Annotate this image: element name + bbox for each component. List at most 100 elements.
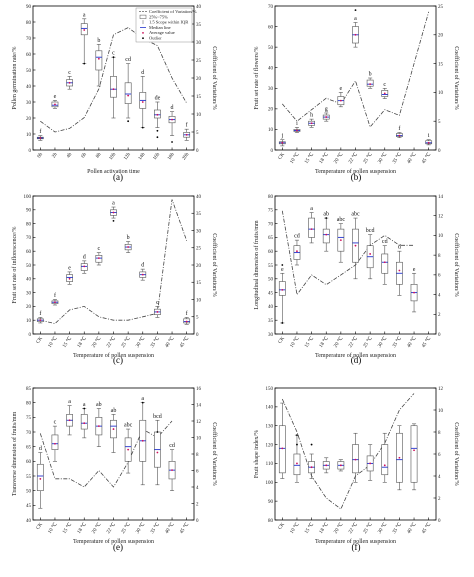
y2-tick-label: 12: [438, 387, 444, 392]
y-tick-label: 40: [26, 278, 32, 283]
legend-entry: 1.5 Scope within IQR: [149, 20, 188, 25]
x-tick-label: 20 ℃: [333, 151, 345, 164]
y-tick-label: 30: [26, 291, 32, 296]
box-mean-point: [413, 449, 415, 452]
box-iqr: [124, 82, 132, 104]
box-mean-point: [427, 141, 430, 144]
y2-tick-label: 0: [438, 333, 441, 338]
y-tick-label: 55: [268, 264, 274, 269]
panel-label: (a): [113, 172, 123, 182]
box-mean-point: [383, 464, 386, 467]
outlier-point: [310, 443, 313, 446]
box-mean-point: [310, 228, 313, 231]
box-iqr: [410, 425, 418, 483]
box-mean-point: [68, 81, 71, 84]
x-tick-label: 40 ℃: [164, 335, 176, 348]
x-axis-label: Temperature of pollen suspension: [315, 538, 396, 545]
y-tick-label: 50: [268, 46, 274, 51]
x-tick-label: 45 ℃: [421, 521, 433, 534]
x-axis-label: Pollen activation time: [87, 169, 140, 175]
box-mean-point: [354, 458, 357, 461]
box-mean-point: [54, 103, 56, 106]
box-mean-point: [310, 466, 313, 469]
y-tick-label: 40: [268, 67, 274, 72]
box-iqr: [308, 217, 315, 238]
box-iqr: [381, 444, 389, 476]
box-mean-point: [281, 288, 284, 291]
y-tick-label: 80: [268, 195, 274, 200]
y-tick-label: 100: [266, 481, 274, 486]
box-mean-point: [398, 269, 401, 272]
y2-axis-label: Coefficient of Variation/%: [211, 233, 218, 296]
box-mean-point: [97, 57, 100, 60]
y2-tick-label: 10: [196, 436, 202, 441]
y-tick-label: 10: [26, 319, 32, 324]
legend-swatch-iqr: [139, 14, 147, 19]
significance-letter: e: [340, 86, 343, 92]
panel-label: (b): [351, 172, 362, 182]
y2-tick-label: 10: [196, 298, 202, 303]
box-mean-point: [369, 253, 372, 255]
y2-tick-label: 20: [196, 77, 202, 82]
y-tick-label: 35: [268, 319, 274, 324]
box-iqr: [381, 253, 389, 274]
significance-letter: cd: [169, 443, 175, 449]
x-tick-label: 22 ℃: [105, 521, 117, 534]
x-tick-label: 22 ℃: [347, 151, 359, 164]
y2-tick-label: 4: [438, 475, 441, 480]
y2-tick-label: 40: [196, 5, 202, 10]
cv-line: [40, 27, 188, 133]
significance-letter: cd: [294, 234, 300, 240]
x-tick-label: 15 ℃: [304, 335, 316, 348]
y2-tick-label: 2: [196, 502, 199, 507]
box-mean-point: [54, 442, 56, 445]
y-tick-label: 90: [26, 5, 32, 10]
y-tick-label: 70: [26, 236, 32, 241]
outlier-point: [281, 322, 284, 324]
significance-letter: e: [413, 267, 416, 273]
y-axis-label: Fruit set rate of flowers/%: [253, 47, 260, 110]
x-tick-label: 10 ℃: [47, 335, 59, 348]
significance-letter: cd: [382, 239, 388, 245]
x-tick-label: 15 ℃: [62, 521, 74, 534]
box-mean-point: [354, 244, 357, 247]
y-tick-label: 120: [266, 443, 274, 448]
box-iqr: [110, 76, 117, 98]
x-tick-label: 25 ℃: [362, 521, 374, 534]
y2-axis-label: Coefficient of Variation/%: [453, 422, 460, 485]
x-tick-label: 20 ℃: [91, 335, 103, 348]
box-mean-point: [383, 261, 386, 264]
significance-letter: c: [68, 70, 71, 76]
cv-line: [281, 11, 430, 128]
cv-line: [281, 393, 415, 510]
significance-letter: b: [127, 235, 130, 241]
significance-letter: c: [54, 420, 57, 426]
x-tick-label: 14h: [138, 152, 147, 161]
x-tick-label: 15 ℃: [62, 335, 74, 348]
x-tick-label: 10 ℃: [289, 151, 301, 164]
y2-axis-label: Coefficient of Variation/%: [453, 233, 460, 296]
y-axis-label: Fruit set rate of inflorescence/%: [11, 227, 18, 304]
box-mean-point: [296, 129, 298, 132]
box-mean-point: [127, 94, 130, 97]
cv-line: [40, 199, 188, 325]
y2-tick-label: 40: [196, 195, 202, 200]
y-tick-label: 60: [268, 250, 274, 255]
box-mean-point: [369, 83, 372, 86]
box-mean-point: [127, 246, 130, 248]
box-iqr: [36, 463, 44, 491]
legend-box: [135, 7, 193, 43]
y-tick-label: 130: [266, 425, 274, 430]
y2-tick-label: 8: [438, 254, 441, 259]
significance-letter: c: [112, 51, 115, 57]
significance-letter: f: [39, 128, 41, 135]
y-tick-label: 0: [271, 149, 274, 154]
significance-letter: b: [97, 38, 100, 44]
x-tick-label: 30 ℃: [135, 335, 147, 348]
legend-swatch-outlier: [142, 37, 144, 40]
significance-letter: d: [171, 105, 174, 111]
x-axis-label: Temperature of pollen suspension: [315, 352, 396, 359]
y2-tick-label: 25: [196, 247, 202, 252]
box-iqr: [51, 434, 59, 450]
